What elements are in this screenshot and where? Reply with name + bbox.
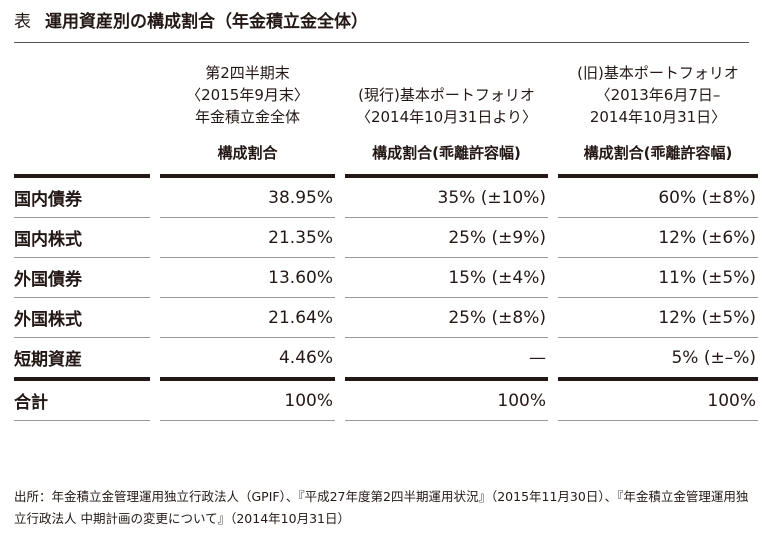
header-line: 2014年10月31日〉 [589,108,727,126]
table: 第2四半期末 〈2015年9月末〉 年金積立金全体 構成割合 (現行)基本ポートフォリオ… [4,62,763,421]
title: 表運用資産別の構成割合（年金積立金全体） [14,8,749,43]
table-row: 外国株式 21.64% 25% (±8%) 12% (±5%) [14,298,758,338]
header-subheading: 構成割合(乖離許容幅) [583,144,733,162]
header-line: (旧)基本ポートフォリオ [577,64,739,82]
table-body: 国内債券 38.95% 35% (±10%) 60% (±8%) 国内株式 21.35% 2… [14,178,758,421]
header-line: 年金積立金全体 [194,108,300,126]
row-label: 短期資産 [14,338,150,381]
header-subheading: 構成割合(乖離許容幅) [372,144,521,162]
header-cell: 第2四半期末〈2015年9月末〉 年金積立金全体 構成割合 [160,62,335,178]
cell: 21.64% [160,298,335,338]
row-label: 外国債券 [14,258,150,298]
table-row: 合計 100% 100% 100% [14,381,758,421]
table-row: 短期資産 4.46% —5% (±–%) [14,338,758,381]
cell: 12% (±5%) [558,298,758,338]
row-label: 国内債券 [14,178,150,218]
title-label: 表 [14,12,31,32]
source-note: 出所：年金積立金管理運用独立行政法人（GPIF）、『平成27年度第2四半期運用状… [14,489,749,526]
table-row: 国内債券 38.95% 35% (±10%) 60% (±8%) [14,178,758,218]
cell: 5% (±–%) [558,338,758,381]
header-line: 第2四半期末 [205,64,290,82]
header-line: 〈2015年9月末〉 [186,86,309,104]
header-line: 〈2014年10月31日より〉 [355,108,538,126]
header-line: (現行)基本ポートフォリオ [358,86,535,104]
title-text: 運用資産別の構成割合（年金積立金全体） [45,12,368,32]
header-cell [14,62,150,178]
header-cell: (現行)基本ポートフォリオ 〈2014年10月31日より〉 構成割合(乖離許容幅) [345,62,548,178]
row-label: 国内株式 [14,218,150,258]
cell: 21.35% [160,218,335,258]
cell: 35% (±10%) [345,178,548,218]
header-row: 第2四半期末 〈2015年9月末〉 年金積立金全体 構成割合 (現行)基本ポートフォリオ… [14,62,758,178]
header-subheading: 構成割合 [217,144,278,162]
cell: 12% (±6%) [558,218,758,258]
cell: 100% [558,381,758,421]
cell: 60% (±8%) [558,178,758,218]
cell: 4.46% [160,338,335,381]
row-label: 外国株式 [14,298,150,338]
cell: 11% (±5%) [558,258,758,298]
table-row: 国内株式 21.35% 25% (±9%) 12% (±6%) [14,218,758,258]
cell: 13.60% [160,258,335,298]
cell: 25% (±8%) [345,298,548,338]
row-label: 合計 [14,381,150,421]
cell: 100% [160,381,335,421]
cell: 15% (±4%) [345,258,548,298]
cell: 25% (±9%) [345,218,548,258]
table-row: 外国債券 13.60% 15% (±4%) 11% (±5%) [14,258,758,298]
header-cell: (旧)基本ポートフォリオ 〈2013年6月7日– 2014年10月31日〉 構成割合(… [558,62,758,178]
header-line: 〈2013年6月7日– [595,86,721,104]
cell: 100% [345,381,548,421]
cell: 38.95% [160,178,335,218]
cell: — [345,338,548,381]
